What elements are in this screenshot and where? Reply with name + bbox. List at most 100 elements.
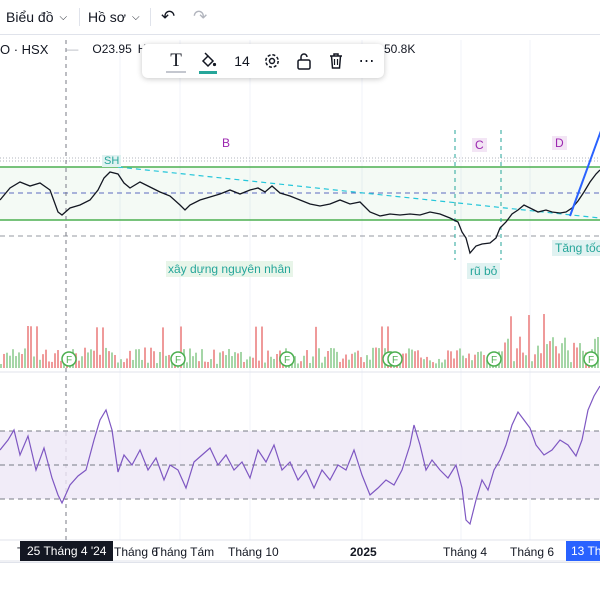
fill-color-button[interactable]: [196, 51, 220, 71]
time-label-jun-2024: Tháng 6: [114, 545, 159, 559]
chevron-down-icon: ⌵: [131, 11, 140, 23]
volume-bar: [90, 349, 92, 368]
lock-button[interactable]: [292, 51, 316, 71]
phase-d-label[interactable]: D: [552, 136, 567, 150]
volume-bar: [153, 351, 155, 368]
crosshair-date-label: 25 Tháng 4 '24: [20, 541, 114, 561]
volume-bar: [165, 355, 167, 368]
chart-canvas[interactable]: FFFFFFF: [0, 35, 600, 600]
text-style-button[interactable]: T: [164, 50, 188, 71]
volume-bar: [144, 347, 146, 368]
volume-bar: [342, 358, 344, 368]
volume-bar: [45, 349, 47, 368]
event-marker[interactable]: [170, 351, 186, 367]
volume-bars: [0, 314, 599, 368]
volume-bar: [33, 356, 35, 368]
more-button[interactable]: ⋯: [355, 51, 379, 71]
volume-bar: [243, 361, 245, 368]
volume-bar: [540, 353, 542, 368]
volume-bar: [432, 362, 434, 368]
volume-bar: [552, 337, 554, 368]
fill-color-bar: [199, 71, 217, 74]
volume-bar: [510, 316, 512, 368]
symbol-legend: O · HSX — O23.95 H24: [0, 41, 160, 57]
profile-menu-button[interactable]: Hồ sơ ⌵: [88, 6, 140, 28]
redo-icon[interactable]: ↷: [193, 7, 208, 26]
volume-bar: [372, 347, 374, 368]
event-marker-label: F: [66, 355, 72, 366]
phase-c-label[interactable]: C: [472, 138, 487, 152]
phase-b-label[interactable]: B: [222, 136, 231, 150]
volume-bar: [258, 360, 260, 368]
volume-bar: [123, 362, 125, 368]
volume-bar: [192, 356, 194, 368]
volume-bar: [465, 358, 467, 368]
font-size-button[interactable]: 14: [230, 51, 254, 71]
volume-bar: [273, 358, 275, 368]
volume-bar: [234, 352, 236, 368]
volume-bar: [369, 359, 371, 368]
volume-bar: [204, 361, 206, 368]
volume-bar: [102, 327, 104, 368]
acceleration-label[interactable]: Tăng tốc: [552, 240, 600, 256]
settings-button[interactable]: [260, 51, 284, 71]
volume-bar: [300, 361, 302, 368]
chart-menu-button[interactable]: Biểu đồ ⌵: [6, 6, 67, 28]
delete-button[interactable]: [324, 51, 348, 71]
volume-bar: [105, 347, 107, 368]
undo-icon[interactable]: ↶: [161, 7, 176, 26]
volume-value: 50.8K: [384, 42, 416, 56]
volume-legend: 50.8K: [384, 41, 415, 57]
event-marker-label: F: [392, 355, 398, 366]
event-marker[interactable]: [486, 351, 502, 367]
volume-bar: [546, 344, 548, 368]
volume-bar: [474, 354, 476, 368]
volume-bar: [378, 348, 380, 368]
volume-bar: [111, 352, 113, 368]
volume-bar: [468, 353, 470, 368]
volume-bar: [261, 326, 263, 368]
volume-bar: [555, 346, 557, 368]
volume-bar: [156, 363, 158, 368]
shakeout-label[interactable]: rũ bỏ: [467, 263, 501, 279]
volume-bar: [186, 362, 188, 368]
volume-bar: [213, 349, 215, 368]
volume-bar: [336, 351, 338, 368]
event-marker[interactable]: [279, 351, 295, 367]
volume-bar: [96, 327, 98, 368]
event-marker[interactable]: [583, 351, 599, 367]
volume-bar: [141, 359, 143, 368]
volume-bar: [57, 350, 59, 368]
volume-bar: [528, 315, 530, 368]
volume-bar: [252, 357, 254, 368]
volume-bar: [504, 342, 506, 368]
selling-high-label[interactable]: SH: [102, 155, 122, 167]
volume-bar: [348, 359, 350, 368]
volume-bar: [459, 348, 461, 368]
volume-bar: [231, 356, 233, 368]
volume-bar: [150, 347, 152, 368]
bottom-panel: [0, 562, 600, 601]
volume-bar: [543, 314, 545, 368]
event-marker[interactable]: [61, 351, 77, 367]
volume-bar: [582, 350, 584, 368]
volume-bar: [363, 362, 365, 368]
uptrend-line[interactable]: [569, 128, 600, 217]
unlock-icon: [297, 53, 311, 70]
volume-bar: [450, 351, 452, 368]
symbol-name[interactable]: O · HSX: [0, 41, 49, 57]
volume-bar: [318, 348, 320, 368]
volume-bar: [276, 354, 278, 368]
volume-bar: [240, 351, 242, 368]
volume-bar: [162, 327, 164, 368]
build-cause-label[interactable]: xây dựng nguyên nhân: [166, 261, 293, 277]
volume-bar: [222, 351, 224, 368]
volume-bar: [21, 353, 23, 368]
volume-bar: [216, 363, 218, 368]
volume-bar: [522, 352, 524, 368]
event-marker[interactable]: [387, 351, 403, 367]
legend-toggle-icon[interactable]: —: [66, 42, 79, 56]
volume-bar: [576, 347, 578, 368]
volume-bar: [168, 354, 170, 368]
volume-bar: [114, 354, 116, 368]
